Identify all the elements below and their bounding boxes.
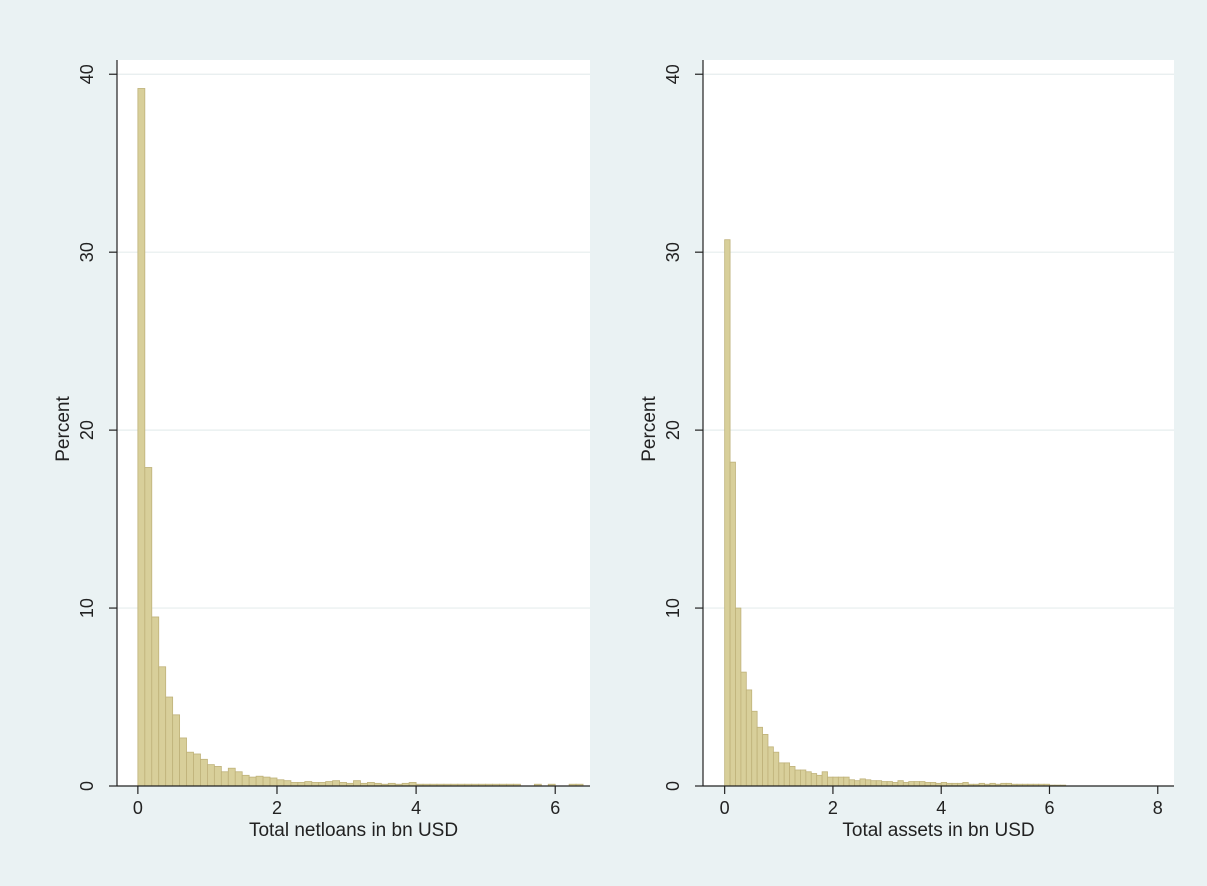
left-bar bbox=[241, 774, 250, 787]
left-bar bbox=[234, 771, 243, 787]
right-bar bbox=[805, 771, 812, 787]
left-bar bbox=[137, 88, 146, 787]
left-bar bbox=[276, 779, 285, 787]
right-bar bbox=[800, 769, 807, 787]
left-bar bbox=[248, 776, 257, 787]
right-bar bbox=[783, 762, 791, 787]
right-bar bbox=[751, 710, 758, 787]
right-histogram-panel: 0 10 20 30 40 0 2 4 6 8 Total assets in bn USD Pe… bbox=[639, 60, 1174, 841]
left-y-axis-label: Percent bbox=[53, 396, 74, 462]
left-bar bbox=[186, 751, 194, 787]
right-y-tick-label: 10 bbox=[663, 598, 683, 618]
right-bar bbox=[724, 239, 731, 787]
right-bar bbox=[794, 769, 801, 787]
right-bar bbox=[756, 726, 763, 787]
right-y-axis-label: Percent bbox=[639, 396, 660, 462]
left-y-tick-label: 0 bbox=[77, 781, 97, 791]
right-bar bbox=[767, 746, 774, 787]
left-gridlines bbox=[117, 73, 590, 609]
right-bar bbox=[919, 781, 926, 787]
right-y-tick-label: 20 bbox=[663, 420, 683, 440]
right-y-tick-label: 30 bbox=[663, 242, 683, 262]
left-bar bbox=[151, 616, 160, 787]
right-bar bbox=[810, 773, 818, 787]
left-x-tick-label: 2 bbox=[272, 798, 282, 818]
right-bar bbox=[778, 762, 785, 787]
right-bar bbox=[729, 461, 736, 787]
left-y-tick-label: 10 bbox=[77, 598, 97, 618]
left-histogram-panel: 0 10 20 30 40 0 2 4 6 Total netloans in bn USD P… bbox=[53, 60, 590, 841]
right-bar bbox=[735, 607, 742, 787]
right-x-tick-label: 4 bbox=[936, 798, 946, 818]
left-bar bbox=[172, 714, 181, 787]
left-bar bbox=[227, 767, 236, 787]
left-bar bbox=[262, 776, 271, 787]
right-bar bbox=[827, 776, 834, 787]
left-bar bbox=[144, 467, 153, 787]
left-bar bbox=[207, 764, 215, 787]
left-bar bbox=[193, 753, 201, 787]
right-x-axis-label: Total assets in bn USD bbox=[842, 820, 1034, 841]
left-x-tick-label: 6 bbox=[550, 798, 560, 818]
right-bar bbox=[816, 774, 823, 787]
right-bar bbox=[854, 780, 861, 787]
right-y-tick-label: 40 bbox=[663, 64, 683, 84]
right-bar bbox=[848, 779, 855, 787]
right-y-tick-label: 0 bbox=[663, 781, 683, 791]
right-bar bbox=[821, 771, 828, 787]
left-y-tick-label: 40 bbox=[77, 64, 97, 84]
left-bar bbox=[158, 666, 167, 787]
right-bar bbox=[762, 733, 769, 787]
left-bar bbox=[304, 781, 313, 787]
right-plot-area bbox=[703, 60, 1174, 786]
left-bar bbox=[269, 777, 278, 787]
left-bar bbox=[353, 780, 361, 787]
right-bar bbox=[881, 781, 888, 787]
right-axes bbox=[695, 60, 1174, 794]
left-x-axis-label: Total netloans in bn USD bbox=[249, 820, 458, 841]
right-bar bbox=[886, 781, 893, 787]
left-bar bbox=[220, 771, 229, 787]
left-y-tick-label: 20 bbox=[77, 420, 97, 440]
left-bar bbox=[332, 780, 340, 787]
right-x-tick-label: 0 bbox=[720, 798, 730, 818]
right-x-tick-label: 8 bbox=[1153, 798, 1163, 818]
right-bar bbox=[859, 778, 866, 787]
right-bar bbox=[789, 766, 796, 787]
right-bar bbox=[772, 751, 780, 787]
right-bar bbox=[837, 776, 845, 787]
left-bar bbox=[200, 758, 208, 787]
left-bars bbox=[137, 88, 584, 787]
left-y-tick-label: 30 bbox=[77, 242, 97, 262]
left-bar bbox=[325, 781, 334, 787]
right-bar bbox=[908, 781, 915, 787]
left-bar bbox=[213, 766, 222, 787]
right-x-tick-label: 6 bbox=[1044, 798, 1054, 818]
right-bar bbox=[913, 781, 920, 787]
left-tick-labels: 0 10 20 30 40 0 2 4 6 bbox=[77, 64, 560, 818]
right-tick-labels: 0 10 20 30 40 0 2 4 6 8 bbox=[663, 64, 1163, 818]
right-bar bbox=[740, 671, 747, 787]
right-bar bbox=[865, 779, 872, 787]
left-x-tick-label: 4 bbox=[411, 798, 421, 818]
right-bar bbox=[870, 780, 877, 787]
right-x-tick-label: 2 bbox=[828, 798, 838, 818]
left-x-tick-label: 0 bbox=[133, 798, 143, 818]
left-axes bbox=[109, 60, 590, 794]
right-bar bbox=[897, 780, 904, 787]
right-bar bbox=[843, 776, 850, 787]
left-plot-area bbox=[117, 60, 590, 786]
right-bar bbox=[875, 780, 883, 787]
left-bar bbox=[179, 737, 187, 787]
right-bar bbox=[832, 776, 839, 787]
left-bar bbox=[283, 780, 292, 787]
right-bar bbox=[745, 689, 753, 787]
right-gridlines bbox=[703, 73, 1174, 609]
left-bar bbox=[255, 775, 264, 787]
left-bar bbox=[165, 696, 174, 787]
